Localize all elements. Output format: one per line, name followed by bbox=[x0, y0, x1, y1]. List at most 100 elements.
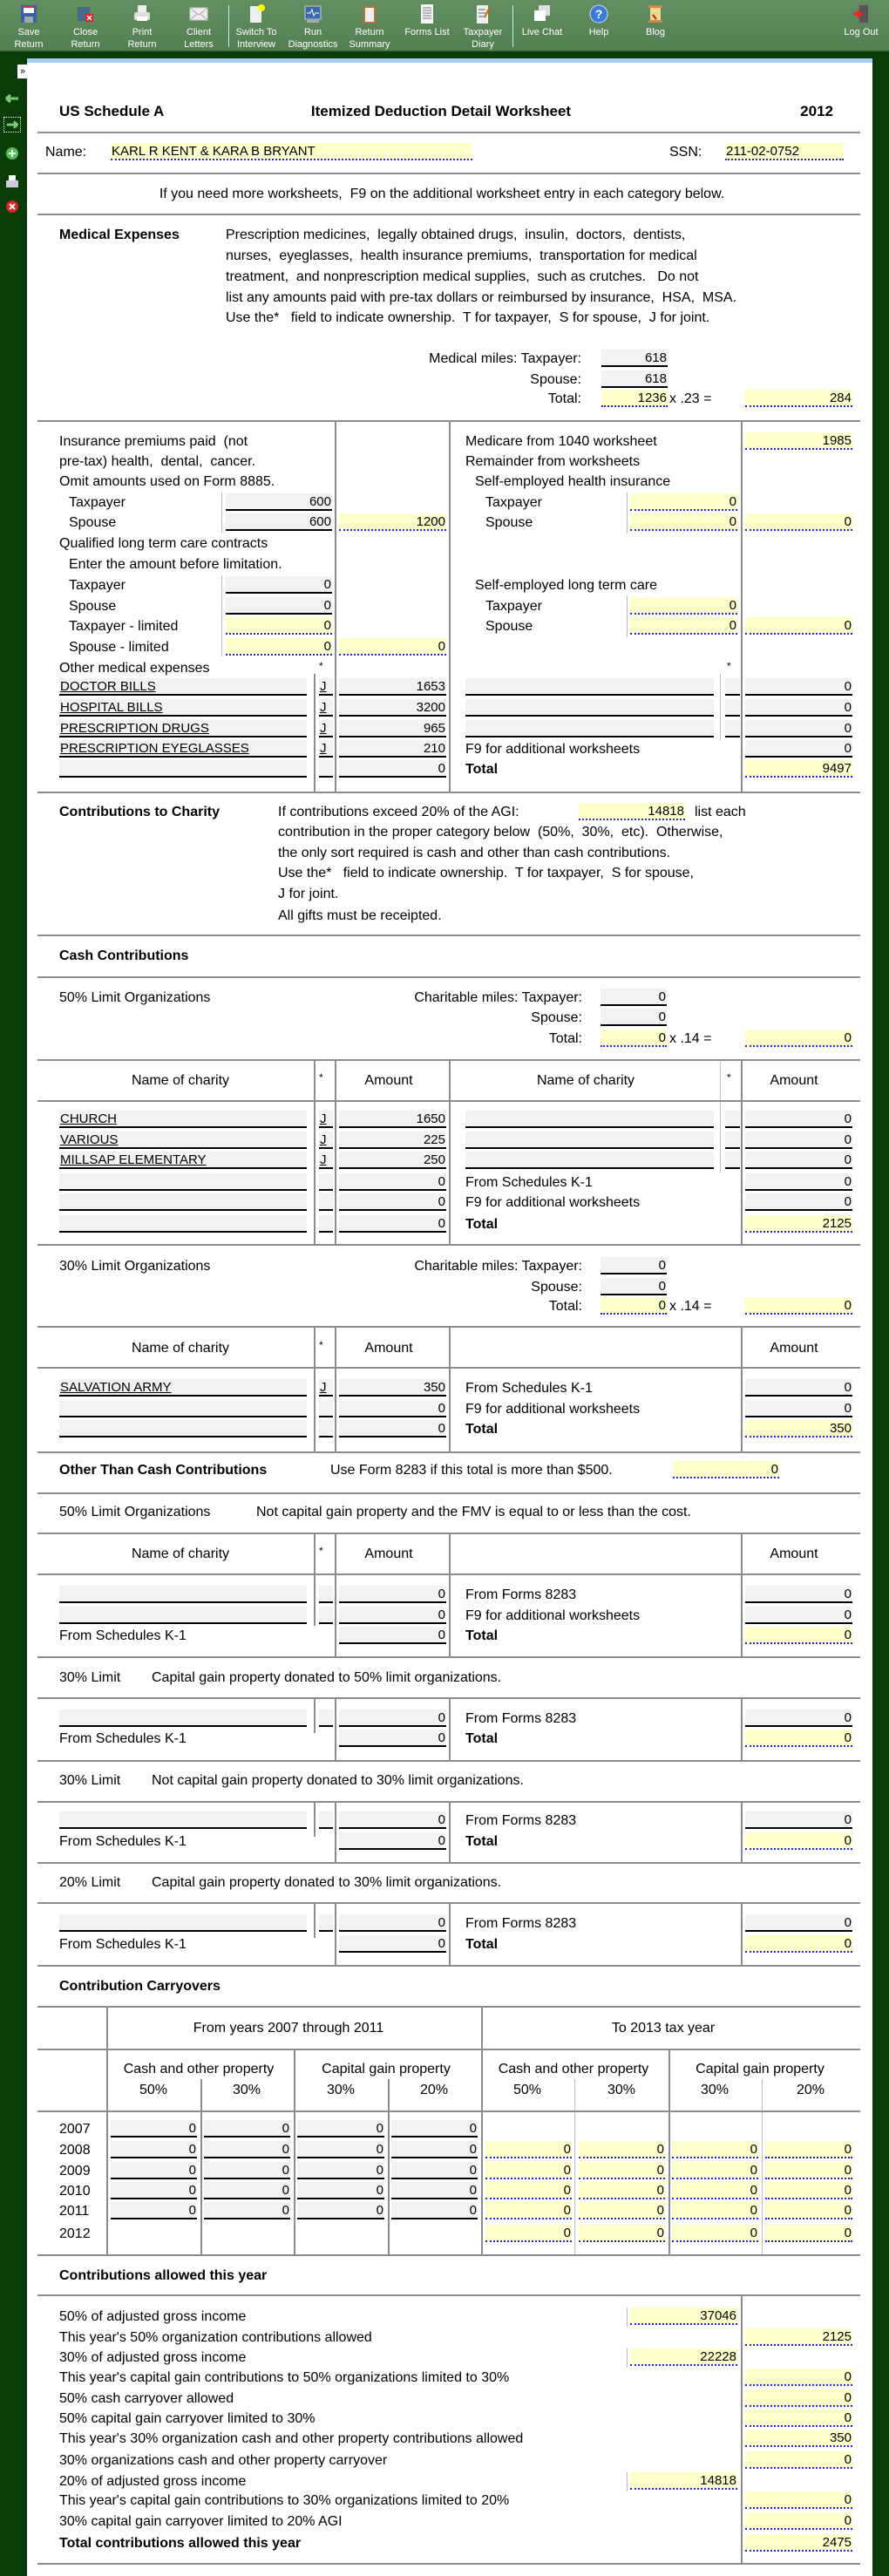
medical-miles-spouse-field[interactable]: 618 bbox=[601, 370, 668, 388]
carryover-from-field[interactable]: 0 bbox=[111, 2120, 197, 2138]
carryover-from-field[interactable]: 0 bbox=[391, 2120, 478, 2138]
charity-amount-field[interactable]: 0 bbox=[339, 1173, 446, 1191]
charitable-miles-total-field[interactable]: 0 bbox=[601, 1030, 667, 1047]
allowed-row-field[interactable]: 14818 bbox=[630, 2472, 737, 2490]
switch-to-interview-button[interactable]: Switch To Interview bbox=[228, 3, 284, 51]
charitable-miles-taxpayer-field[interactable]: 0 bbox=[601, 1257, 667, 1274]
medical-total-field[interactable]: 9497 bbox=[745, 760, 852, 778]
f9-worksheets-field[interactable]: 0 bbox=[745, 1400, 852, 1417]
k1-field[interactable]: 0 bbox=[339, 1935, 446, 1953]
carryover-to-field[interactable]: 0 bbox=[672, 2162, 758, 2179]
expense-name-field[interactable]: HOSPITAL BILLS bbox=[59, 699, 307, 717]
charity-amount-field[interactable]: 225 bbox=[339, 1132, 446, 1149]
k1-field[interactable]: 0 bbox=[339, 1730, 446, 1747]
name-field[interactable]: KARL R KENT & KARA B BRYANT bbox=[111, 143, 472, 160]
carryover-to-field[interactable]: 0 bbox=[579, 2202, 665, 2219]
carryover-to-field[interactable]: 0 bbox=[485, 2225, 572, 2242]
carryover-from-field[interactable]: 0 bbox=[204, 2202, 290, 2219]
save-return-button[interactable]: Save Return bbox=[1, 3, 57, 51]
carryover-from-field[interactable]: 0 bbox=[297, 2162, 384, 2179]
blog-button[interactable]: Blog bbox=[628, 3, 683, 38]
taxpayer-diary-button[interactable]: Taxpayer Diary bbox=[455, 3, 511, 51]
carryover-to-field[interactable]: 0 bbox=[485, 2182, 572, 2199]
owner-field[interactable] bbox=[319, 1586, 333, 1603]
close-return-button[interactable]: Close Return bbox=[58, 3, 113, 51]
carryover-from-field[interactable]: 0 bbox=[111, 2202, 197, 2219]
charity-name-field[interactable] bbox=[59, 1914, 307, 1932]
f9-worksheets-field[interactable]: 0 bbox=[745, 1193, 852, 1211]
medicare-field[interactable]: 1985 bbox=[745, 432, 852, 450]
noncash-20-total-field[interactable]: 0 bbox=[745, 1935, 852, 1953]
charity-name-field[interactable] bbox=[59, 1607, 307, 1624]
ltc-total-field[interactable]: 0 bbox=[339, 638, 446, 656]
owner-field[interactable] bbox=[319, 760, 333, 778]
form-8283-field[interactable]: 0 bbox=[745, 1709, 852, 1727]
expense-name-field[interactable]: PRESCRIPTION DRUGS bbox=[59, 720, 307, 737]
charity-name-field[interactable] bbox=[59, 1811, 307, 1829]
carryover-from-field[interactable]: 0 bbox=[204, 2120, 290, 2138]
owner-field[interactable] bbox=[725, 720, 740, 737]
allowed-row-field[interactable]: 0 bbox=[745, 2491, 852, 2509]
se-health-spouse-field[interactable]: 0 bbox=[630, 513, 737, 531]
noncash-30a-total-field[interactable]: 0 bbox=[745, 1730, 852, 1747]
carryover-from-field[interactable]: 0 bbox=[391, 2162, 478, 2179]
carryover-to-field[interactable]: 0 bbox=[485, 2202, 572, 2219]
charitable-miles-spouse-field[interactable]: 0 bbox=[601, 1278, 667, 1295]
cash-50-total-field[interactable]: 2125 bbox=[745, 1215, 852, 1233]
charity-amount-field[interactable]: 0 bbox=[339, 1811, 446, 1829]
ltc-spouse-limited-field[interactable]: 0 bbox=[226, 638, 332, 656]
expense-name-field[interactable]: DOCTOR BILLS bbox=[59, 678, 307, 696]
charity-name-field[interactable] bbox=[59, 1215, 307, 1233]
charity-name-field[interactable] bbox=[465, 1132, 714, 1149]
charity-amount-field[interactable]: 0 bbox=[339, 1193, 446, 1211]
charity-name-field[interactable] bbox=[59, 1586, 307, 1603]
charity-amount-field[interactable]: 350 bbox=[339, 1379, 446, 1397]
expense-name-field[interactable] bbox=[59, 760, 307, 778]
add-icon[interactable] bbox=[3, 146, 21, 161]
charity-amount-field[interactable]: 0 bbox=[745, 1111, 852, 1128]
charity-amount-field[interactable]: 0 bbox=[745, 1152, 852, 1169]
charity-amount-field[interactable]: 250 bbox=[339, 1152, 446, 1169]
carryover-to-field[interactable]: 0 bbox=[579, 2225, 665, 2242]
ltc-spouse-field[interactable]: 0 bbox=[226, 597, 332, 615]
owner-field[interactable]: J bbox=[319, 1379, 333, 1397]
return-summary-button[interactable]: Return Summary bbox=[342, 3, 397, 51]
carryover-from-field[interactable]: 0 bbox=[297, 2141, 384, 2158]
live-chat-button[interactable]: Live Chat bbox=[514, 3, 570, 38]
owner-field[interactable]: J bbox=[319, 720, 333, 737]
carryover-to-field[interactable]: 0 bbox=[485, 2141, 572, 2158]
charity-name-field[interactable] bbox=[465, 1111, 714, 1128]
owner-field[interactable] bbox=[725, 1152, 740, 1169]
log-out-button[interactable]: Log Out bbox=[833, 3, 889, 38]
owner-field[interactable] bbox=[319, 1914, 333, 1932]
allowed-row-field[interactable]: 0 bbox=[745, 2389, 852, 2407]
insurance-total-field[interactable]: 1200 bbox=[339, 513, 446, 531]
k1-field[interactable]: 0 bbox=[339, 1832, 446, 1850]
expense-amount-field[interactable]: 1653 bbox=[339, 678, 446, 696]
f9-worksheets-field[interactable]: 0 bbox=[745, 740, 852, 758]
charity-amount-field[interactable]: 0 bbox=[339, 1400, 446, 1417]
expense-amount-field[interactable]: 0 bbox=[745, 678, 852, 696]
carryover-to-field[interactable]: 0 bbox=[672, 2141, 758, 2158]
noncash-50-total-field[interactable]: 0 bbox=[745, 1627, 852, 1644]
allowed-row-field[interactable]: 22228 bbox=[630, 2348, 737, 2366]
carryover-to-field[interactable]: 0 bbox=[485, 2162, 572, 2179]
medical-mileage-amount-field[interactable]: 284 bbox=[745, 390, 852, 407]
charity-amount-field[interactable]: 0 bbox=[339, 1914, 446, 1932]
form-8283-field[interactable]: 0 bbox=[745, 1914, 852, 1932]
allowed-row-field[interactable]: 0 bbox=[745, 2512, 852, 2530]
charitable-miles-total-field[interactable]: 0 bbox=[601, 1297, 667, 1315]
se-health-total-field[interactable]: 0 bbox=[745, 513, 852, 531]
carryover-to-field[interactable]: 0 bbox=[579, 2162, 665, 2179]
owner-field[interactable]: J bbox=[319, 678, 333, 696]
carryover-to-field[interactable]: 0 bbox=[672, 2225, 758, 2242]
carryover-from-field[interactable]: 0 bbox=[297, 2202, 384, 2219]
carryover-to-field[interactable]: 0 bbox=[672, 2202, 758, 2219]
delete-icon[interactable] bbox=[3, 199, 21, 214]
owner-field[interactable] bbox=[725, 678, 740, 696]
noncash-total-field[interactable]: 0 bbox=[673, 1461, 779, 1478]
charity-name-field[interactable]: SALVATION ARMY bbox=[59, 1379, 307, 1397]
k1-field[interactable]: 0 bbox=[745, 1379, 852, 1397]
charity-name-field[interactable] bbox=[59, 1400, 307, 1417]
charity-name-field[interactable]: MILLSAP ELEMENTARY bbox=[59, 1152, 307, 1169]
